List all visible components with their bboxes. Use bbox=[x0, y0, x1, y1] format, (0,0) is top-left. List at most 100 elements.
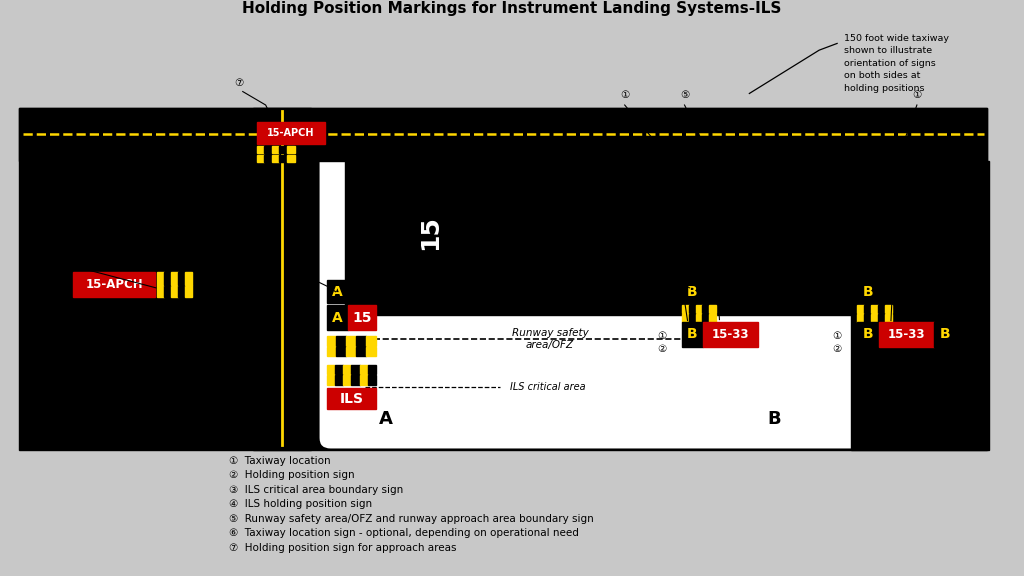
Text: ⑤: ⑤ bbox=[231, 164, 241, 175]
Bar bbox=[271, 155, 280, 162]
Bar bbox=[368, 376, 377, 385]
Text: B: B bbox=[687, 285, 697, 299]
Bar bbox=[864, 314, 871, 321]
Bar bbox=[327, 280, 348, 303]
Text: ③  ILS critical area boundary sign: ③ ILS critical area boundary sign bbox=[228, 485, 403, 495]
Bar bbox=[327, 347, 337, 356]
Text: ⑤: ⑤ bbox=[680, 90, 689, 100]
Bar bbox=[19, 108, 987, 449]
Bar bbox=[19, 108, 987, 161]
Bar bbox=[367, 347, 377, 356]
Bar bbox=[185, 285, 191, 297]
Text: ②: ② bbox=[833, 344, 842, 354]
Bar bbox=[157, 272, 164, 285]
Bar bbox=[351, 376, 359, 385]
Bar bbox=[257, 155, 264, 162]
Text: ①: ① bbox=[298, 331, 307, 341]
Bar bbox=[857, 280, 879, 303]
Bar bbox=[335, 365, 343, 374]
Text: B: B bbox=[687, 327, 697, 341]
Bar bbox=[703, 321, 759, 347]
Bar bbox=[337, 347, 346, 356]
Bar bbox=[878, 305, 885, 313]
Text: ①: ① bbox=[301, 266, 310, 276]
Bar bbox=[351, 365, 359, 374]
Text: B: B bbox=[767, 410, 781, 428]
Bar bbox=[287, 155, 295, 162]
Bar bbox=[851, 161, 989, 449]
Bar bbox=[885, 305, 892, 313]
Text: ⑤  Runway safety area/OFZ and runway approach area boundary sign: ⑤ Runway safety area/OFZ and runway appr… bbox=[228, 514, 594, 524]
Bar bbox=[185, 272, 191, 285]
Text: ④  ILS holding position sign: ④ ILS holding position sign bbox=[228, 499, 372, 509]
Bar bbox=[702, 314, 710, 321]
Bar bbox=[327, 376, 335, 385]
Text: ①: ① bbox=[833, 331, 842, 341]
Text: 15-APCH: 15-APCH bbox=[85, 278, 143, 291]
Bar bbox=[327, 305, 348, 330]
Bar bbox=[682, 321, 703, 347]
Bar bbox=[164, 272, 171, 285]
Text: ⑤: ⑤ bbox=[56, 251, 66, 261]
Text: ILS: ILS bbox=[339, 392, 364, 406]
Bar bbox=[346, 336, 356, 346]
Text: 15-33: 15-33 bbox=[712, 328, 750, 340]
Bar bbox=[682, 305, 688, 313]
Text: ⑦: ⑦ bbox=[234, 78, 244, 88]
Bar bbox=[257, 122, 325, 143]
Bar bbox=[73, 272, 155, 297]
Text: 150 foot wide taxiway
shown to illustrate
orientation of signs
on both sides at
: 150 foot wide taxiway shown to illustrat… bbox=[844, 34, 949, 93]
Text: A: A bbox=[332, 285, 343, 299]
Bar bbox=[280, 146, 287, 153]
Bar bbox=[171, 285, 178, 297]
Bar bbox=[271, 146, 280, 153]
FancyBboxPatch shape bbox=[318, 120, 896, 449]
Bar bbox=[710, 305, 717, 313]
Bar bbox=[253, 108, 310, 449]
Title: Holding Position Markings for Instrument Landing Systems-ILS: Holding Position Markings for Instrument… bbox=[243, 1, 781, 16]
Text: ①  Taxiway location: ① Taxiway location bbox=[228, 456, 331, 466]
Bar bbox=[359, 365, 368, 374]
Text: Approach area: Approach area bbox=[32, 198, 108, 207]
Bar bbox=[885, 314, 892, 321]
Bar bbox=[356, 347, 367, 356]
Bar bbox=[857, 305, 864, 313]
Bar bbox=[343, 376, 351, 385]
Bar bbox=[356, 336, 367, 346]
Text: ④: ④ bbox=[298, 393, 307, 403]
Text: ⑦: ⑦ bbox=[48, 347, 58, 357]
Text: ①: ① bbox=[912, 90, 922, 100]
Bar bbox=[287, 146, 295, 153]
Text: 15: 15 bbox=[418, 215, 442, 251]
Text: B: B bbox=[939, 327, 950, 341]
Bar bbox=[688, 305, 695, 313]
Text: ①: ① bbox=[959, 331, 969, 341]
Text: ⑥  Taxiway location sign - optional, depending on operational need: ⑥ Taxiway location sign - optional, depe… bbox=[228, 528, 579, 538]
Bar bbox=[264, 146, 271, 153]
Text: ②: ② bbox=[298, 344, 307, 354]
Text: 15-APCH: 15-APCH bbox=[267, 128, 314, 138]
Bar bbox=[879, 321, 934, 347]
Bar bbox=[682, 314, 688, 321]
Bar bbox=[337, 336, 346, 346]
Text: B: B bbox=[862, 327, 873, 341]
Bar bbox=[346, 347, 356, 356]
Bar bbox=[171, 272, 178, 285]
Text: ⑥: ⑥ bbox=[657, 268, 667, 278]
Bar bbox=[178, 272, 185, 285]
Text: A: A bbox=[332, 310, 343, 325]
Text: ②  Holding position sign: ② Holding position sign bbox=[228, 471, 354, 480]
Text: ILS critical area: ILS critical area bbox=[510, 382, 586, 392]
Bar bbox=[264, 155, 271, 162]
Bar bbox=[710, 314, 717, 321]
Text: A: A bbox=[379, 410, 392, 428]
Bar bbox=[348, 305, 377, 330]
Bar bbox=[682, 280, 703, 303]
Bar bbox=[335, 376, 343, 385]
Bar bbox=[695, 314, 702, 321]
Text: ⑦  Holding position sign for approach areas: ⑦ Holding position sign for approach are… bbox=[228, 543, 457, 552]
Bar bbox=[702, 305, 710, 313]
Text: ①: ① bbox=[621, 90, 630, 100]
Bar bbox=[327, 336, 337, 346]
Text: 15-33: 15-33 bbox=[888, 328, 925, 340]
